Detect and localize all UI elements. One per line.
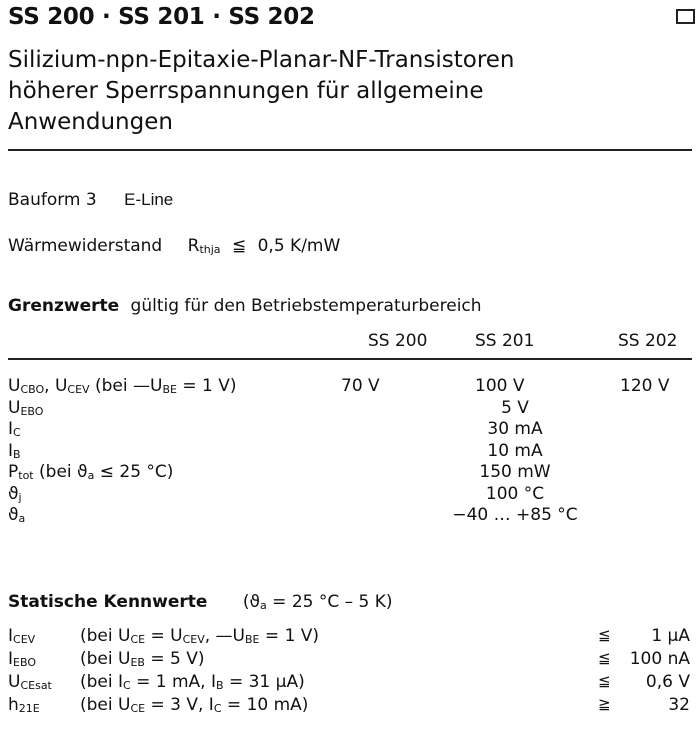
column-header-ss202: SS 202 <box>618 331 678 351</box>
grenzwerte-heading: Grenzwerte gültig für den Betriebstemper… <box>8 296 482 316</box>
kennwert-condition: (bei UCE = 3 V, IC = 10 mA) <box>80 695 308 717</box>
parameter-symbol: (bei UCE = 3 V, IC = 10 mA) <box>80 695 309 715</box>
bauform-line: Bauform 3 E-Line <box>8 190 173 210</box>
waermewiderstand-line: Wärmewiderstand Rthja ≦ 0,5 K/mW <box>8 236 340 256</box>
waerme-label: Wärmewiderstand <box>8 236 163 256</box>
statische-title: Statische Kennwerte <box>8 592 208 612</box>
parameter-symbol: UCEsat <box>8 672 52 692</box>
kennwert-symbol: IEBO <box>8 649 36 671</box>
kennwert-condition: (bei UEB = 5 V) <box>80 649 205 671</box>
column-header-ss201: SS 201 <box>475 331 535 351</box>
statische-heading: Statische Kennwerte (ϑa = 25 °C – 5 K) <box>8 592 393 612</box>
statische-condition: (ϑa = 25 °C – 5 K) <box>242 592 393 612</box>
grenzwert-row-label: ϑj <box>8 484 22 506</box>
kennwert-relation: ≦ <box>598 672 611 690</box>
grenzwert-value: 5 V <box>501 397 529 418</box>
parameter-symbol: IC <box>8 419 21 439</box>
grenzwert-row-label: ϑa <box>8 505 25 527</box>
kennwert-value: 1 μA <box>651 626 690 646</box>
parameter-symbol: IB <box>8 440 21 461</box>
square-icon <box>676 9 695 24</box>
kennwert-relation: ≦ <box>598 649 611 667</box>
page-subtitle: Silizium-npn-Epitaxie-Planar-NF-Transist… <box>8 47 515 135</box>
parameter-symbol: UEBO <box>8 397 44 418</box>
kennwert-symbol: h21E <box>8 695 40 717</box>
parameter-symbol: ICEV <box>8 626 36 646</box>
parameter-symbol: ϑj <box>8 483 22 504</box>
grenzwert-value: 120 V <box>620 376 670 396</box>
grenzwerte-title: Grenzwerte <box>8 296 120 316</box>
kennwert-value: 32 <box>668 695 690 715</box>
parameter-symbol: (bei UEB = 5 V) <box>80 649 205 669</box>
grenzwerte-title-rest: gültig für den Betriebstemperaturbereich <box>130 296 482 316</box>
column-header-ss200: SS 200 <box>368 331 428 351</box>
grenzwert-row-label: UEBO <box>8 398 43 420</box>
parameter-symbol: IEBO <box>8 649 36 669</box>
grenzwert-value: 100 V <box>475 376 525 396</box>
parameter-symbol: h21E <box>8 695 40 715</box>
parameter-symbol: UCBO, UCEV (bei —UBE = 1 V) <box>8 376 237 396</box>
waerme-relation: ≦ <box>231 236 247 256</box>
grenzwert-value: 100 °C <box>485 483 545 504</box>
kennwert-relation: ≧ <box>598 695 611 713</box>
grenzwert-value: 150 mW <box>479 462 551 482</box>
divider <box>8 149 692 151</box>
grenzwert-value: 30 mA <box>487 419 543 439</box>
grenzwert-row-label: IC <box>8 419 21 441</box>
kennwert-relation: ≦ <box>598 626 611 644</box>
parameter-symbol: (bei IC = 1 mA, IB = 31 μA) <box>80 672 305 692</box>
parameter-symbol: Ptot (bei ϑa ≤ 25 °C) <box>8 462 174 482</box>
page-title: SS 200 · SS 201 · SS 202 <box>8 4 315 30</box>
kennwert-value: 0,6 V <box>645 672 690 692</box>
waerme-symbol: Rthja <box>187 236 221 256</box>
grenzwert-value: −40 … +85 °C <box>452 505 578 525</box>
kennwert-condition: (bei IC = 1 mA, IB = 31 μA) <box>80 672 305 694</box>
grenzwert-value: 10 mA <box>487 440 543 461</box>
kennwert-value: 100 nA <box>629 649 690 669</box>
waerme-value: 0,5 K/mW <box>257 236 341 256</box>
grenzwert-row-label: IB <box>8 441 21 463</box>
kennwert-symbol: ICEV <box>8 626 35 648</box>
parameter-symbol: ϑa <box>8 505 26 525</box>
kennwert-symbol: UCEsat <box>8 672 52 694</box>
kennwert-condition: (bei UCE = UCEV, —UBE = 1 V) <box>80 626 319 648</box>
grenzwert-row-label: Ptot (bei ϑa ≤ 25 °C) <box>8 462 173 484</box>
grenzwert-value: 70 V <box>341 376 380 396</box>
divider <box>8 358 692 360</box>
bauform-label: Bauform 3 <box>8 190 97 210</box>
parameter-symbol: (bei UCE = UCEV, —UBE = 1 V) <box>80 626 320 646</box>
bauform-value: E-Line <box>124 190 174 209</box>
grenzwert-row-label: UCBO, UCEV (bei —UBE = 1 V) <box>8 376 236 398</box>
